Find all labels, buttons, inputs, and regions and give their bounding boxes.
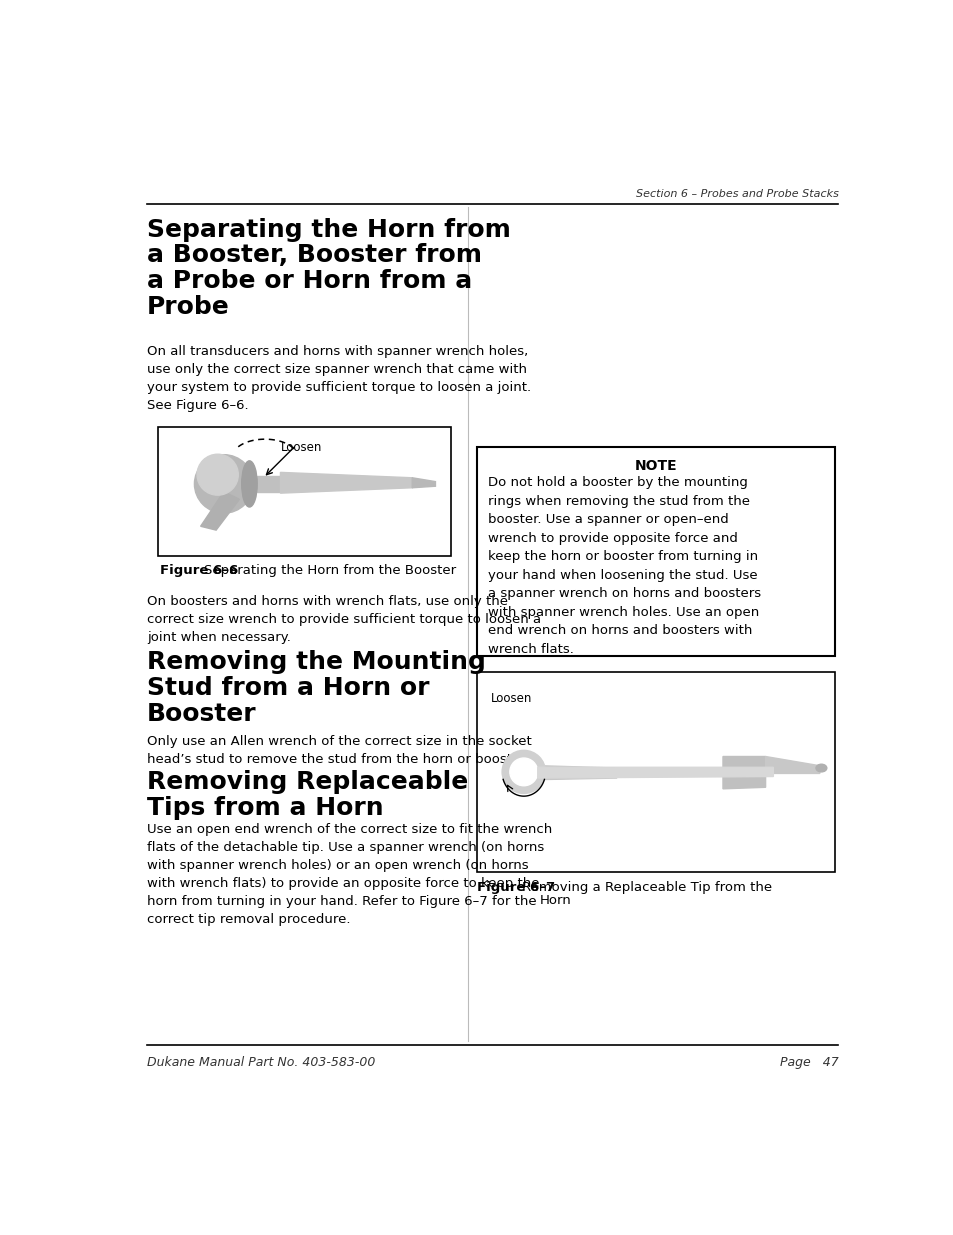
Text: Do not hold a booster by the mounting
rings when removing the stud from the
boos: Do not hold a booster by the mounting ri… [488, 477, 760, 656]
Text: Loosen: Loosen [280, 441, 321, 453]
Text: Removing Replaceable
Tips from a Horn: Removing Replaceable Tips from a Horn [147, 771, 468, 820]
Text: Removing the Mounting
Stud from a Horn or
Booster: Removing the Mounting Stud from a Horn o… [147, 651, 485, 726]
Text: Use an open end wrench of the correct size to fit the wrench
flats of the detach: Use an open end wrench of the correct si… [147, 823, 552, 926]
Polygon shape [540, 766, 617, 779]
Text: Horn: Horn [538, 894, 571, 906]
Circle shape [194, 454, 253, 514]
Polygon shape [412, 478, 435, 488]
Polygon shape [200, 492, 239, 530]
Text: Removing a Replaceable Tip from the: Removing a Replaceable Tip from the [521, 882, 772, 894]
Bar [257, 477, 280, 492]
Bar [158, 427, 451, 556]
Ellipse shape [815, 764, 826, 772]
Ellipse shape [241, 461, 257, 508]
Bar [476, 447, 835, 656]
Bar [476, 672, 835, 872]
Text: Separating the Horn from the Booster: Separating the Horn from the Booster [204, 564, 456, 577]
Text: Loosen: Loosen [491, 692, 532, 705]
Text: Figure 6–7: Figure 6–7 [476, 882, 555, 894]
Text: Dukane Manual Part No. 403-583-00: Dukane Manual Part No. 403-583-00 [147, 1056, 375, 1070]
Polygon shape [722, 757, 765, 789]
Polygon shape [280, 472, 412, 493]
Text: Page   47: Page 47 [779, 1056, 838, 1070]
Polygon shape [765, 757, 819, 773]
Text: On boosters and horns with wrench flats, use only the
correct size wrench to pro: On boosters and horns with wrench flats,… [147, 595, 540, 643]
Text: On all transducers and horns with spanner wrench holes,
use only the correct siz: On all transducers and horns with spanne… [147, 345, 531, 411]
Circle shape [509, 758, 537, 785]
Circle shape [197, 454, 238, 495]
Polygon shape [537, 767, 773, 778]
Circle shape [501, 751, 545, 793]
Text: Section 6 – Probes and Probe Stacks: Section 6 – Probes and Probe Stacks [635, 189, 838, 199]
Text: Figure 6–6: Figure 6–6 [159, 564, 237, 577]
Text: NOTE: NOTE [635, 459, 677, 473]
Text: Separating the Horn from
a Booster, Booster from
a Probe or Horn from a
Probe: Separating the Horn from a Booster, Boos… [147, 217, 511, 319]
Text: Only use an Allen wrench of the correct size in the socket
head’s stud to remove: Only use an Allen wrench of the correct … [147, 735, 532, 766]
